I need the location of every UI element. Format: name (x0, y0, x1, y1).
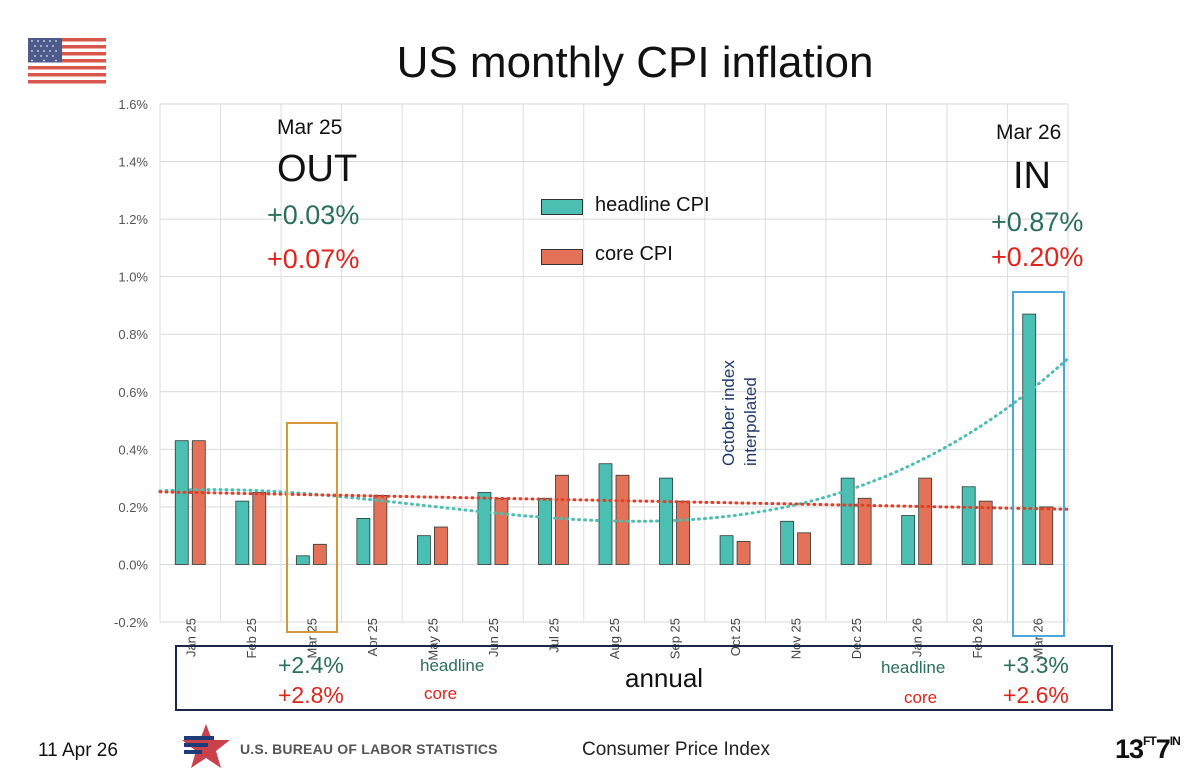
bar-headline-nov-25 (780, 520, 794, 565)
chart-title: US monthly CPI inflation (396, 38, 874, 87)
bls-logo-text: U.S. BUREAU OF LABOR STATISTICS (240, 741, 498, 757)
annual-label: annual (625, 663, 704, 693)
bar-headline-oct-25 (719, 535, 734, 565)
y-axis-ticks: -0.2% 0.0% 0.2% 0.4% 0.6% 0.8% 1.0% 1.2% 1.4% 1.6… (114, 97, 148, 630)
x-tick-label: Aug 25 (607, 618, 622, 659)
bar-headline-jan-26 (901, 515, 916, 565)
bar-headline-may-25 (416, 535, 431, 565)
bar-core-dec-25 (857, 497, 872, 565)
bars (174, 313, 1054, 565)
bar-headline-jun-25 (477, 492, 492, 565)
brand-sup: FT (1143, 734, 1157, 748)
y-tick-label: 0.2% (118, 500, 148, 515)
y-tick-label: 1.0% (118, 270, 148, 285)
bar-core-feb-25 (252, 492, 267, 565)
bar-core-may-25 (433, 526, 448, 565)
bar-core-mar-26 (1039, 506, 1054, 565)
annual-right-headline-value: +3.3% (1003, 652, 1069, 678)
bar-headline-aug-25 (598, 463, 613, 565)
x-tick-label: Nov 25 (789, 618, 804, 659)
legend-label-headline: headline CPI (595, 194, 710, 216)
brand-tail-sup: IN (1169, 734, 1181, 748)
legend-swatch-core (541, 249, 583, 265)
x-tick-label: Feb 26 (970, 618, 985, 658)
bar-headline-mar-25 (295, 555, 310, 565)
bar-headline-jul-25 (538, 497, 552, 565)
grid-lines (159, 103, 1069, 623)
bar-core-nov-25 (797, 532, 811, 565)
bar-core-jan-25 (191, 440, 206, 565)
y-tick-label: -0.2% (114, 615, 148, 630)
x-tick-label: Mar 26 (1031, 618, 1046, 658)
october-annotation: October index interpolated (719, 360, 760, 466)
annual-box (175, 645, 1113, 711)
bar-headline-dec-25 (840, 477, 855, 565)
bar-headline-jan-25 (174, 440, 189, 565)
bls-logo-icon (182, 724, 230, 768)
annual-left-core-value: +2.8% (278, 682, 344, 708)
in-headline: +0.87% (991, 207, 1084, 237)
bar-headline-feb-26 (961, 486, 976, 565)
trend-core (158, 490, 1070, 511)
bar-headline-sep-25 (659, 477, 673, 565)
x-tick-label: Feb 25 (244, 618, 259, 658)
x-tick-label: Dec 25 (849, 618, 864, 659)
in-highlight-box (1012, 291, 1065, 637)
in-core: +0.20% (991, 242, 1084, 272)
footer-source: Consumer Price Index (582, 739, 770, 760)
us-flag-icon (28, 38, 106, 84)
legend-swatch-headline (541, 199, 583, 215)
bar-core-mar-25 (312, 543, 327, 565)
bar-headline-feb-25 (235, 500, 250, 565)
brand-num: 13 (1115, 734, 1144, 764)
bar-core-feb-26 (978, 500, 993, 565)
y-tick-label: 0.8% (118, 327, 148, 342)
bar-headline-apr-25 (356, 518, 371, 565)
in-date: Mar 26 (996, 121, 1062, 144)
x-tick-label: May 25 (425, 618, 440, 661)
y-tick-label: 0.6% (118, 385, 148, 400)
x-tick-label: Mar 25 (304, 618, 319, 658)
annual-left-core-label: core (424, 684, 458, 703)
y-tick-label: 1.6% (118, 97, 148, 112)
annual-right-headline-label: headline (881, 658, 946, 677)
footer-date: 11 Apr 26 (38, 740, 118, 761)
bar-core-sep-25 (676, 500, 690, 565)
x-tick-label: Jan 25 (183, 618, 198, 657)
bar-core-oct-25 (736, 541, 751, 565)
y-tick-label: 1.4% (118, 155, 148, 170)
y-tick-label: 1.2% (118, 212, 148, 227)
brand-tail: 7 (1155, 734, 1171, 764)
annual-left-headline-value: +2.4% (278, 652, 344, 678)
in-label: IN (1013, 155, 1051, 197)
out-highlight-box (286, 422, 338, 633)
out-core: +0.07% (267, 244, 360, 274)
trend-lines (158, 357, 1070, 523)
bar-core-apr-25 (373, 494, 388, 565)
x-tick-label: Jul 25 (546, 618, 561, 653)
out-headline: +0.03% (267, 200, 360, 230)
legend-label-core: core CPI (595, 243, 673, 265)
y-tick-label: 0.0% (118, 557, 148, 572)
annual-left-headline-label: headline (420, 656, 485, 675)
bar-core-jan-26 (918, 477, 933, 565)
brand-logo: 13FT7IN (1115, 734, 1181, 765)
out-date: Mar 25 (277, 116, 343, 139)
y-tick-label: 0.4% (118, 442, 148, 457)
out-label: OUT (277, 148, 358, 190)
bar-headline-mar-26 (1022, 313, 1037, 565)
bar-core-jun-25 (494, 497, 509, 565)
annual-right-core-label: core (904, 688, 938, 707)
x-tick-label: Jun 25 (486, 618, 501, 657)
annual-right-core-value: +2.6% (1003, 682, 1069, 708)
x-tick-label: Jan 26 (910, 618, 925, 657)
x-tick-label: Sep 25 (668, 618, 683, 659)
